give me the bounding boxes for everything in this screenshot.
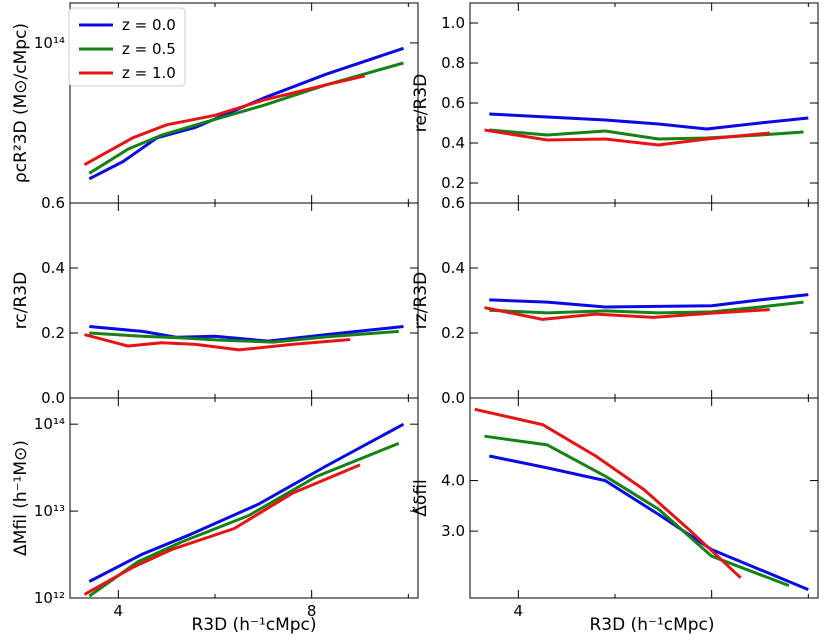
ylabel-re: re/R3D xyxy=(411,74,431,133)
legend-label-z0: z = 0.0 xyxy=(122,16,176,34)
ytick-label-mfil-1: 10¹³ xyxy=(34,502,65,520)
legend-label-z05: z = 0.5 xyxy=(122,40,176,58)
ytick-label-re-0: 0.2 xyxy=(441,174,465,192)
ytick-label-re-3: 0.8 xyxy=(441,54,465,72)
ylabel-rho: ρcR²3D (M⊙/cMpc) xyxy=(11,23,31,183)
ytick-label-rz-2: 0.4 xyxy=(441,259,465,277)
series-line-mfil-z1 xyxy=(88,442,400,598)
ytick-label-mfil-2: 10¹⁴ xyxy=(34,415,65,433)
series-line-mfil-z0 xyxy=(88,422,405,583)
series-line-re-z0 xyxy=(489,112,809,131)
ytick-label-rho-0: 10¹⁴ xyxy=(34,34,65,52)
series-line-rho-z0 xyxy=(88,46,404,181)
ytick-label-re-2: 0.6 xyxy=(441,94,465,112)
legend-label-z10: z = 1.0 xyxy=(122,64,176,82)
ylabel-rz: rz/R3D xyxy=(411,272,431,329)
x-axis-label-left: R3D (h⁻¹cMpc) xyxy=(191,615,316,635)
ytick-label-rc-2: 0.4 xyxy=(41,259,65,277)
ylabel-rc: rc/R3D xyxy=(11,272,31,329)
ytick-label-re-4: 1.0 xyxy=(441,14,465,32)
ytick-label-delta-0: 3.0 xyxy=(441,522,465,540)
ytick-label-rz-1: 0.2 xyxy=(441,324,465,342)
series-line-rho-z2 xyxy=(83,74,366,167)
ytick-label-mfil-0: 10¹² xyxy=(34,589,65,607)
series-line-rz-z0 xyxy=(489,293,809,309)
series-line-rz-z1 xyxy=(489,300,804,315)
series-line-rc-z0 xyxy=(89,325,404,343)
series-line-rc-z1 xyxy=(89,329,399,344)
ytick-label-rz-3: 0.6 xyxy=(441,194,465,212)
series-line-mfil-z2 xyxy=(83,463,361,596)
ytick-label-rc-3: 0.6 xyxy=(41,194,65,212)
panel-frame-rc xyxy=(69,202,419,399)
xtick-label-delta-0: 4 xyxy=(514,602,524,620)
panel-frame-re xyxy=(469,2,819,204)
ytick-label-rc-1: 0.2 xyxy=(41,324,65,342)
ylabel-delta: Δ̃δfil xyxy=(411,479,431,516)
series-line-rc-z2 xyxy=(84,333,351,352)
panel-frame-mfil xyxy=(69,397,419,599)
ytick-label-rc-0: 0.0 xyxy=(41,389,65,407)
series-line-delta-z0 xyxy=(488,454,809,591)
xtick-label-mfil-1: 8 xyxy=(307,602,317,620)
ytick-label-rz-0: 0.0 xyxy=(441,389,465,407)
ytick-label-delta-1: 4.0 xyxy=(441,472,465,490)
series-line-delta-z2 xyxy=(474,407,742,579)
legend: z = 0.0 z = 0.5 z = 1.0 xyxy=(68,7,186,87)
ytick-label-re-1: 0.4 xyxy=(441,134,465,152)
x-axis-label-right: R3D (h⁻¹cMpc) xyxy=(589,615,714,635)
series-line-rz-z2 xyxy=(484,306,770,321)
xtick-label-mfil-0: 4 xyxy=(114,602,124,620)
panel-frame-delta xyxy=(469,397,819,599)
series-line-re-z2 xyxy=(484,128,770,147)
ylabel-mfil: ΔMfil (h⁻¹M⊙) xyxy=(11,440,31,556)
